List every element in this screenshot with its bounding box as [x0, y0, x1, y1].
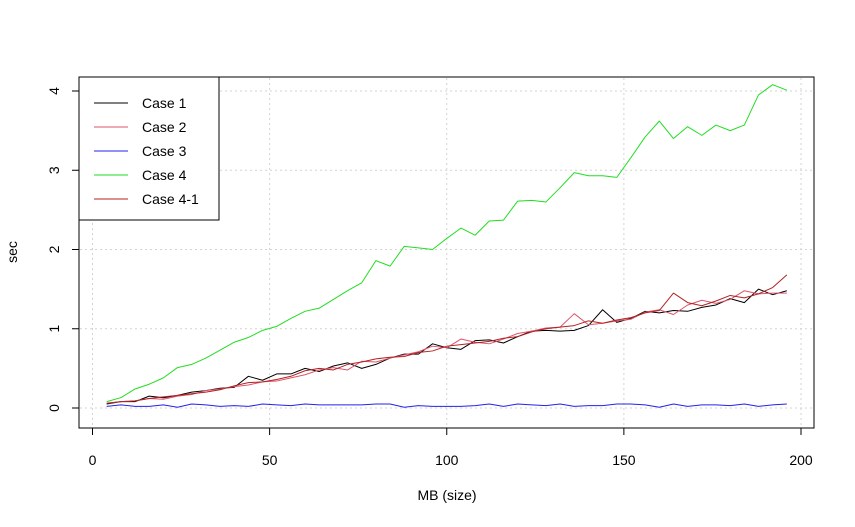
legend-label: Case 1: [142, 95, 187, 111]
legend-label: Case 3: [142, 143, 187, 159]
y-tick-label: 1: [46, 325, 62, 333]
legend-label: Case 4-1: [142, 191, 199, 207]
series-line-case-3: [106, 403, 787, 408]
series-line-case-4-1: [106, 274, 788, 404]
series-line-case-2: [106, 290, 787, 404]
x-tick-label: 100: [435, 452, 459, 468]
legend-label: Case 4: [142, 167, 187, 183]
series-line-case-4: [106, 84, 788, 403]
y-tick-label: 3: [46, 166, 62, 174]
x-axis-title: MB (size): [417, 487, 476, 503]
series-lines: [106, 84, 788, 408]
x-tick-label: 0: [89, 452, 97, 468]
y-tick-label: 2: [46, 245, 62, 253]
y-axis-title: sec: [4, 241, 20, 263]
gridlines: [80, 78, 813, 427]
legend-box: [78, 76, 220, 221]
y-tick-label: 4: [46, 87, 62, 95]
x-tick-label: 200: [789, 452, 813, 468]
x-tick-label: 150: [612, 452, 636, 468]
legend-label: Case 2: [142, 119, 187, 135]
x-tick-label: 50: [262, 452, 278, 468]
legend: Case 1 Case 2 Case 3 Case 4 Case 4-1: [78, 76, 220, 221]
y-tick-label: 0: [46, 404, 62, 412]
axes: 0 50 100 150 200 0 1 2 3 4: [46, 87, 813, 468]
